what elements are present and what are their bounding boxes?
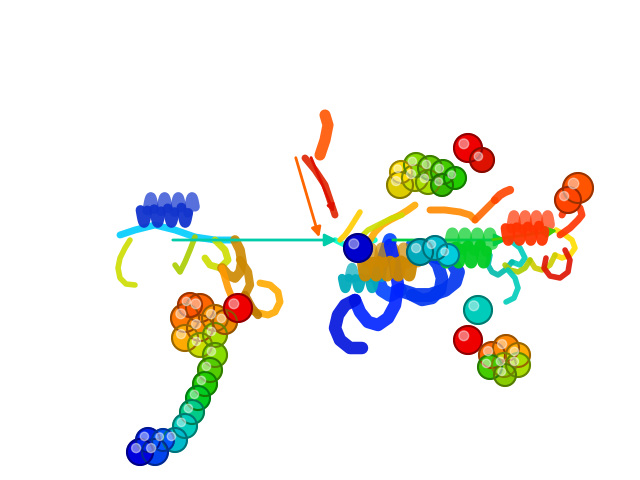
Circle shape	[435, 178, 442, 186]
Circle shape	[180, 400, 204, 424]
Circle shape	[559, 192, 569, 201]
Circle shape	[140, 432, 148, 441]
Circle shape	[493, 335, 519, 361]
Circle shape	[408, 157, 417, 166]
Circle shape	[187, 315, 213, 341]
Circle shape	[428, 240, 436, 249]
Circle shape	[406, 169, 415, 179]
Circle shape	[188, 333, 212, 357]
Circle shape	[190, 390, 198, 398]
Circle shape	[127, 439, 153, 465]
Circle shape	[203, 323, 227, 347]
Circle shape	[229, 299, 239, 309]
Circle shape	[152, 429, 174, 451]
Circle shape	[474, 152, 483, 161]
Circle shape	[394, 165, 401, 172]
Circle shape	[202, 362, 211, 371]
Circle shape	[207, 327, 216, 336]
Circle shape	[177, 330, 186, 339]
Circle shape	[198, 358, 222, 382]
Circle shape	[387, 172, 413, 198]
Circle shape	[192, 337, 200, 346]
Circle shape	[402, 165, 428, 191]
Circle shape	[217, 314, 226, 323]
Circle shape	[431, 160, 455, 184]
Circle shape	[496, 357, 504, 366]
Circle shape	[441, 248, 449, 255]
Circle shape	[136, 428, 160, 452]
Circle shape	[510, 347, 518, 356]
Circle shape	[184, 404, 193, 413]
Circle shape	[207, 310, 216, 319]
Circle shape	[422, 160, 431, 168]
Circle shape	[459, 139, 468, 149]
Circle shape	[167, 432, 175, 441]
Circle shape	[478, 355, 502, 379]
Circle shape	[563, 173, 593, 203]
Circle shape	[482, 359, 491, 368]
Circle shape	[418, 156, 442, 180]
Circle shape	[191, 320, 201, 329]
Circle shape	[416, 170, 440, 194]
Circle shape	[197, 376, 205, 384]
Circle shape	[484, 347, 493, 356]
Circle shape	[506, 343, 530, 367]
Circle shape	[156, 433, 164, 441]
Circle shape	[172, 325, 198, 351]
Circle shape	[213, 310, 237, 334]
Circle shape	[202, 305, 228, 331]
Circle shape	[147, 444, 156, 453]
Circle shape	[224, 294, 252, 322]
Circle shape	[173, 414, 197, 438]
Circle shape	[177, 418, 186, 427]
Circle shape	[437, 244, 459, 266]
Circle shape	[349, 239, 358, 249]
Circle shape	[407, 239, 433, 265]
Circle shape	[454, 326, 482, 354]
Circle shape	[186, 294, 214, 322]
Circle shape	[186, 386, 210, 410]
Circle shape	[492, 353, 516, 377]
Circle shape	[506, 353, 530, 377]
Circle shape	[454, 134, 482, 162]
Circle shape	[390, 161, 412, 183]
Circle shape	[203, 343, 227, 367]
Circle shape	[182, 297, 191, 306]
Circle shape	[171, 304, 199, 332]
Circle shape	[470, 148, 494, 172]
Circle shape	[444, 167, 466, 189]
Circle shape	[344, 234, 372, 262]
Circle shape	[448, 171, 456, 179]
Circle shape	[191, 299, 201, 309]
Circle shape	[420, 174, 429, 182]
Circle shape	[423, 236, 447, 260]
Circle shape	[555, 187, 581, 213]
Circle shape	[435, 164, 444, 173]
Circle shape	[469, 301, 479, 311]
Circle shape	[568, 178, 579, 189]
Circle shape	[494, 364, 516, 386]
Circle shape	[479, 342, 505, 368]
Circle shape	[132, 444, 141, 453]
Circle shape	[176, 309, 186, 319]
Circle shape	[498, 368, 506, 375]
Circle shape	[404, 153, 428, 177]
Circle shape	[497, 339, 507, 348]
Circle shape	[464, 296, 492, 324]
Circle shape	[431, 174, 453, 196]
Circle shape	[459, 331, 468, 341]
Circle shape	[207, 347, 216, 356]
Circle shape	[163, 428, 187, 452]
Circle shape	[412, 243, 420, 252]
Circle shape	[142, 439, 168, 465]
Circle shape	[178, 293, 202, 317]
Circle shape	[510, 357, 518, 366]
Circle shape	[392, 177, 401, 186]
Circle shape	[193, 372, 217, 396]
